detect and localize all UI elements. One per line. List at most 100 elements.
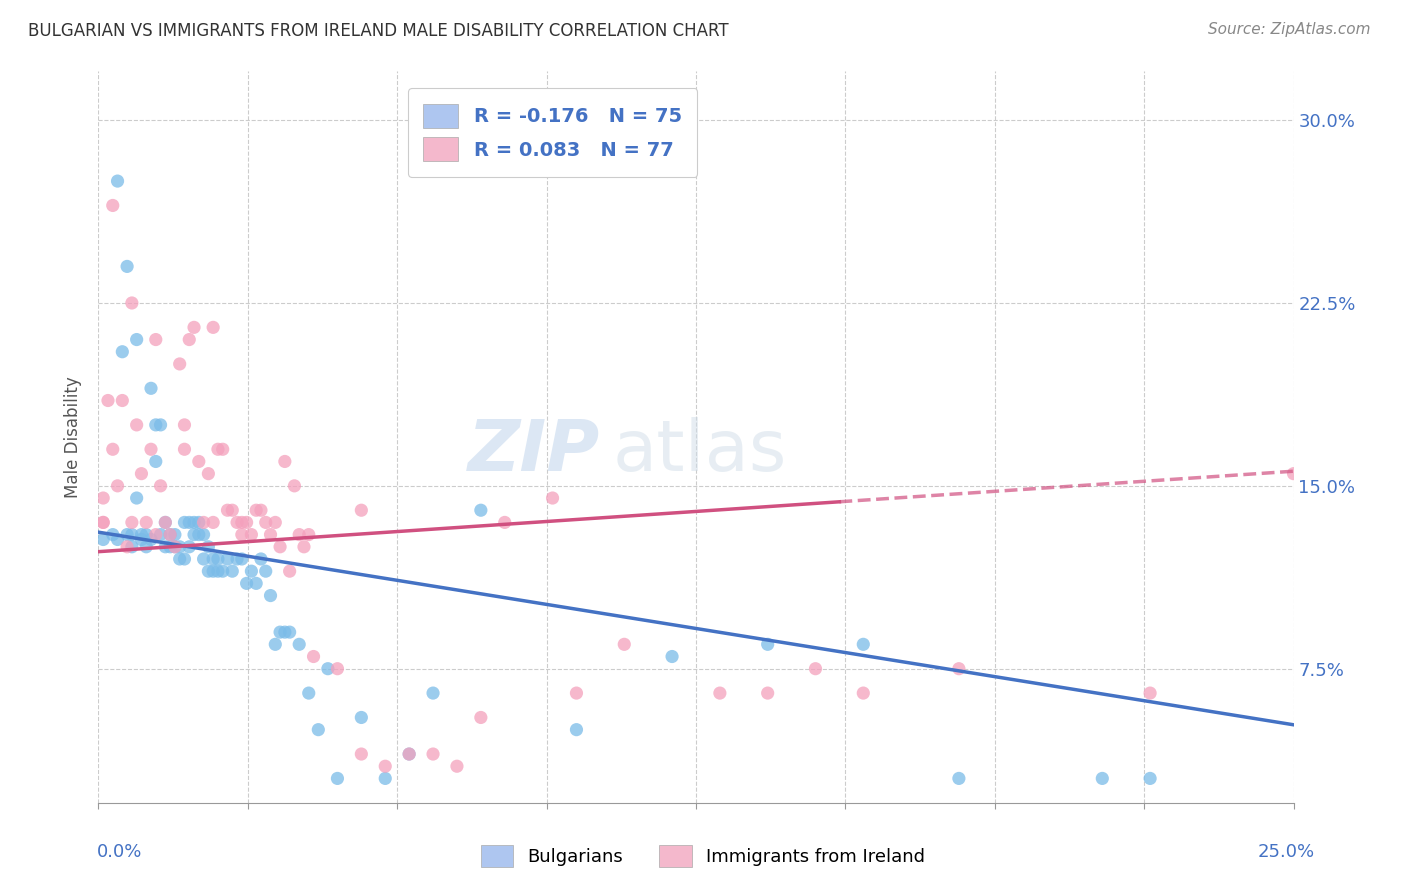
Point — [852, 686, 875, 700]
Point — [163, 527, 186, 541]
Point — [169, 540, 191, 554]
Point — [111, 393, 134, 408]
Point — [264, 516, 287, 530]
Point — [197, 540, 219, 554]
Point — [226, 552, 249, 566]
Point — [398, 747, 420, 761]
Point — [278, 625, 301, 640]
Point — [422, 747, 444, 761]
Point — [101, 442, 124, 457]
Point — [250, 503, 273, 517]
Point — [245, 576, 267, 591]
Point — [269, 540, 291, 554]
Point — [187, 527, 209, 541]
Point — [187, 454, 209, 468]
Point — [446, 759, 468, 773]
Point — [135, 540, 157, 554]
Point — [374, 772, 396, 786]
Point — [231, 516, 253, 530]
Point — [193, 552, 215, 566]
Point — [149, 479, 172, 493]
Point — [107, 533, 129, 547]
Point — [245, 503, 267, 517]
Point — [197, 564, 219, 578]
Point — [131, 527, 153, 541]
Point — [240, 527, 263, 541]
Point — [288, 527, 311, 541]
Point — [326, 662, 349, 676]
Point — [169, 552, 191, 566]
Point — [709, 686, 731, 700]
Point — [948, 772, 970, 786]
Point — [135, 527, 157, 541]
Point — [179, 333, 201, 347]
Point — [101, 527, 124, 541]
Point — [115, 540, 138, 554]
Point — [259, 589, 281, 603]
Point — [221, 564, 243, 578]
Point — [226, 516, 249, 530]
Point — [159, 540, 181, 554]
Point — [155, 516, 177, 530]
Point — [111, 344, 134, 359]
Point — [155, 516, 177, 530]
Point — [298, 527, 321, 541]
Point — [202, 564, 225, 578]
Point — [494, 516, 516, 530]
Point — [115, 260, 138, 274]
Point — [804, 662, 827, 676]
Point — [163, 540, 186, 554]
Point — [541, 491, 564, 505]
Point — [217, 552, 239, 566]
Point — [163, 540, 186, 554]
Point — [149, 417, 172, 432]
Point — [155, 540, 177, 554]
Point — [231, 552, 253, 566]
Legend: R = -0.176   N = 75, R = 0.083   N = 77: R = -0.176 N = 75, R = 0.083 N = 77 — [408, 88, 697, 177]
Point — [135, 516, 157, 530]
Point — [756, 637, 779, 651]
Point — [350, 710, 373, 724]
Point — [1139, 686, 1161, 700]
Point — [254, 564, 277, 578]
Point — [91, 516, 114, 530]
Point — [91, 533, 114, 547]
Point — [756, 686, 779, 700]
Point — [298, 686, 321, 700]
Point — [1282, 467, 1305, 481]
Point — [250, 552, 273, 566]
Point — [288, 637, 311, 651]
Point — [470, 710, 492, 724]
Point — [278, 564, 301, 578]
Point — [1139, 772, 1161, 786]
Point — [350, 747, 373, 761]
Point — [121, 516, 143, 530]
Point — [121, 540, 143, 554]
Point — [179, 516, 201, 530]
Point — [202, 552, 225, 566]
Point — [374, 759, 396, 773]
Point — [183, 320, 205, 334]
Point — [173, 552, 195, 566]
Point — [159, 527, 181, 541]
Point — [193, 527, 215, 541]
Point — [193, 516, 215, 530]
Legend: Bulgarians, Immigrants from Ireland: Bulgarians, Immigrants from Ireland — [474, 838, 932, 874]
Point — [121, 527, 143, 541]
Point — [221, 503, 243, 517]
Point — [274, 454, 297, 468]
Point — [145, 333, 167, 347]
Point — [169, 357, 191, 371]
Point — [283, 479, 305, 493]
Point — [183, 516, 205, 530]
Text: ZIP: ZIP — [468, 417, 600, 486]
Point — [259, 527, 281, 541]
Point — [264, 637, 287, 651]
Point — [565, 686, 588, 700]
Point — [398, 747, 420, 761]
Point — [101, 198, 124, 212]
Point — [173, 417, 195, 432]
Point — [422, 686, 444, 700]
Point — [316, 662, 339, 676]
Text: 25.0%: 25.0% — [1258, 843, 1315, 861]
